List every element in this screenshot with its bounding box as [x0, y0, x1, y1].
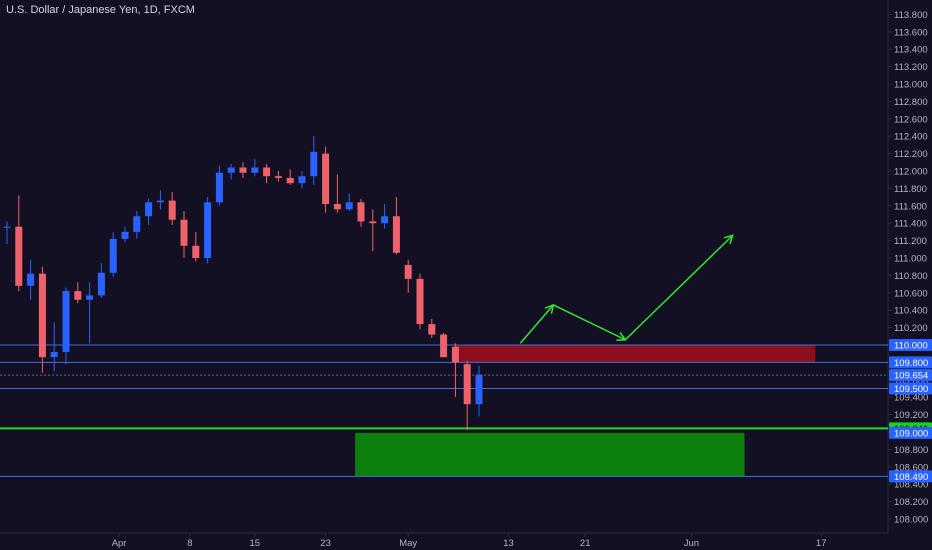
- candle-up[interactable]: [156, 200, 164, 203]
- price-tick-label: 111.600: [894, 201, 927, 212]
- price-label-109500: 109.500: [894, 384, 928, 395]
- candle-up[interactable]: [204, 202, 212, 258]
- price-tick-label: 111.200: [894, 236, 927, 247]
- price-tick-label: 113.400: [894, 45, 928, 56]
- price-tick-label: 112.200: [894, 149, 928, 160]
- candle-up[interactable]: [3, 226, 11, 228]
- resistance-zone[interactable]: [455, 345, 816, 363]
- candle-down[interactable]: [416, 278, 424, 325]
- time-tick-label: 15: [250, 538, 261, 549]
- candle-down[interactable]: [322, 153, 330, 205]
- candle-up[interactable]: [310, 151, 318, 177]
- price-tick-label: 112.000: [894, 167, 928, 178]
- price-tick-label: 113.800: [894, 10, 928, 21]
- candle-down[interactable]: [333, 204, 341, 210]
- time-tick-label: 8: [187, 538, 192, 549]
- candle-down[interactable]: [15, 226, 23, 286]
- candle-up[interactable]: [133, 216, 141, 232]
- price-tick-label: 112.400: [894, 132, 928, 143]
- price-tick-label: 108.400: [894, 480, 928, 491]
- candle-down[interactable]: [168, 200, 176, 220]
- candle-up[interactable]: [475, 374, 483, 405]
- candle-down[interactable]: [404, 264, 412, 279]
- time-tick-label: Apr: [112, 538, 127, 549]
- time-tick-label: 21: [580, 538, 591, 549]
- price-tick-label: 111.400: [894, 219, 927, 230]
- price-tick-label: 108.800: [894, 445, 928, 456]
- candle-down[interactable]: [463, 364, 471, 405]
- candle-down[interactable]: [369, 221, 377, 224]
- candle-up[interactable]: [27, 273, 35, 286]
- candle-down[interactable]: [263, 167, 271, 177]
- price-label-current: 109.654: [894, 371, 928, 382]
- candle-up[interactable]: [86, 295, 94, 300]
- time-tick-label: Jun: [684, 538, 699, 549]
- price-tick-label: 108.600: [894, 462, 928, 473]
- candle-up[interactable]: [97, 272, 105, 296]
- candle-down[interactable]: [239, 167, 247, 173]
- arrow-head-up-1: [544, 303, 555, 314]
- price-label-current-box[interactable]: [889, 369, 932, 382]
- price-tick-label: 113.200: [894, 62, 928, 73]
- price-label-110000-box[interactable]: [889, 339, 932, 351]
- candle-down[interactable]: [180, 219, 188, 246]
- candle-up[interactable]: [109, 238, 117, 273]
- price-label-109800: 109.800: [894, 358, 928, 369]
- price-tick-label: 112.600: [894, 114, 928, 125]
- price-tick-label: 110.600: [894, 288, 928, 299]
- time-tick-label: 17: [816, 538, 827, 549]
- candle-up[interactable]: [345, 202, 353, 210]
- support-zone[interactable]: [355, 432, 745, 477]
- candle-up[interactable]: [381, 216, 389, 224]
- price-label-110000: 110.000: [894, 341, 928, 352]
- price-tick-label: 112.800: [894, 97, 928, 108]
- price-tick-label: 109.400: [894, 393, 928, 404]
- time-tick-label: 13: [503, 538, 514, 549]
- price-tick-label: 108.000: [894, 515, 928, 526]
- price-tick-label: 108.200: [894, 497, 928, 508]
- price-tick-label: 109.200: [894, 410, 928, 421]
- symbol-title: U.S. Dollar / Japanese Yen, 1D, FXCM: [6, 4, 195, 16]
- price-tick-label: 113.000: [894, 80, 928, 91]
- candle-up[interactable]: [50, 351, 58, 358]
- candle-up[interactable]: [215, 172, 223, 203]
- candle-up[interactable]: [227, 167, 235, 173]
- candle-up[interactable]: [62, 291, 70, 352]
- arrow-head-down: [616, 332, 627, 341]
- time-tick-label: May: [399, 538, 417, 549]
- arrow-head-up-2: [723, 234, 734, 245]
- candle-down[interactable]: [286, 177, 294, 184]
- price-label-108490: 108.490: [894, 472, 928, 483]
- candle-up[interactable]: [145, 202, 153, 217]
- price-tick-label: 111.800: [894, 184, 927, 195]
- candle-up[interactable]: [298, 176, 306, 184]
- time-tick-label: 23: [320, 538, 331, 549]
- candle-down[interactable]: [192, 245, 200, 258]
- candle-down[interactable]: [74, 291, 82, 300]
- price-tick-label: 111.000: [894, 254, 927, 265]
- candle-down[interactable]: [274, 176, 282, 178]
- price-tick-label: 110.800: [894, 271, 928, 282]
- candle-down[interactable]: [440, 334, 448, 358]
- price-tick-label: 113.600: [894, 27, 928, 38]
- candle-down[interactable]: [38, 273, 46, 358]
- candle-down[interactable]: [392, 216, 400, 253]
- price-tick-label: 110.400: [894, 306, 928, 317]
- projection-arrow-path[interactable]: [519, 234, 734, 344]
- candle-up[interactable]: [251, 167, 259, 173]
- price-label-109000-box[interactable]: [889, 426, 932, 439]
- price-label-108490-box[interactable]: [889, 470, 932, 483]
- candle-down[interactable]: [428, 324, 436, 335]
- price-label-109800-box[interactable]: [889, 356, 932, 369]
- price-label-109000: 109.000: [894, 428, 928, 439]
- price-tick-label: 110.200: [894, 323, 928, 334]
- candle-down[interactable]: [451, 346, 459, 363]
- price-label-109500-box[interactable]: [889, 382, 932, 395]
- candle-down[interactable]: [357, 202, 365, 222]
- candle-up[interactable]: [121, 231, 129, 239]
